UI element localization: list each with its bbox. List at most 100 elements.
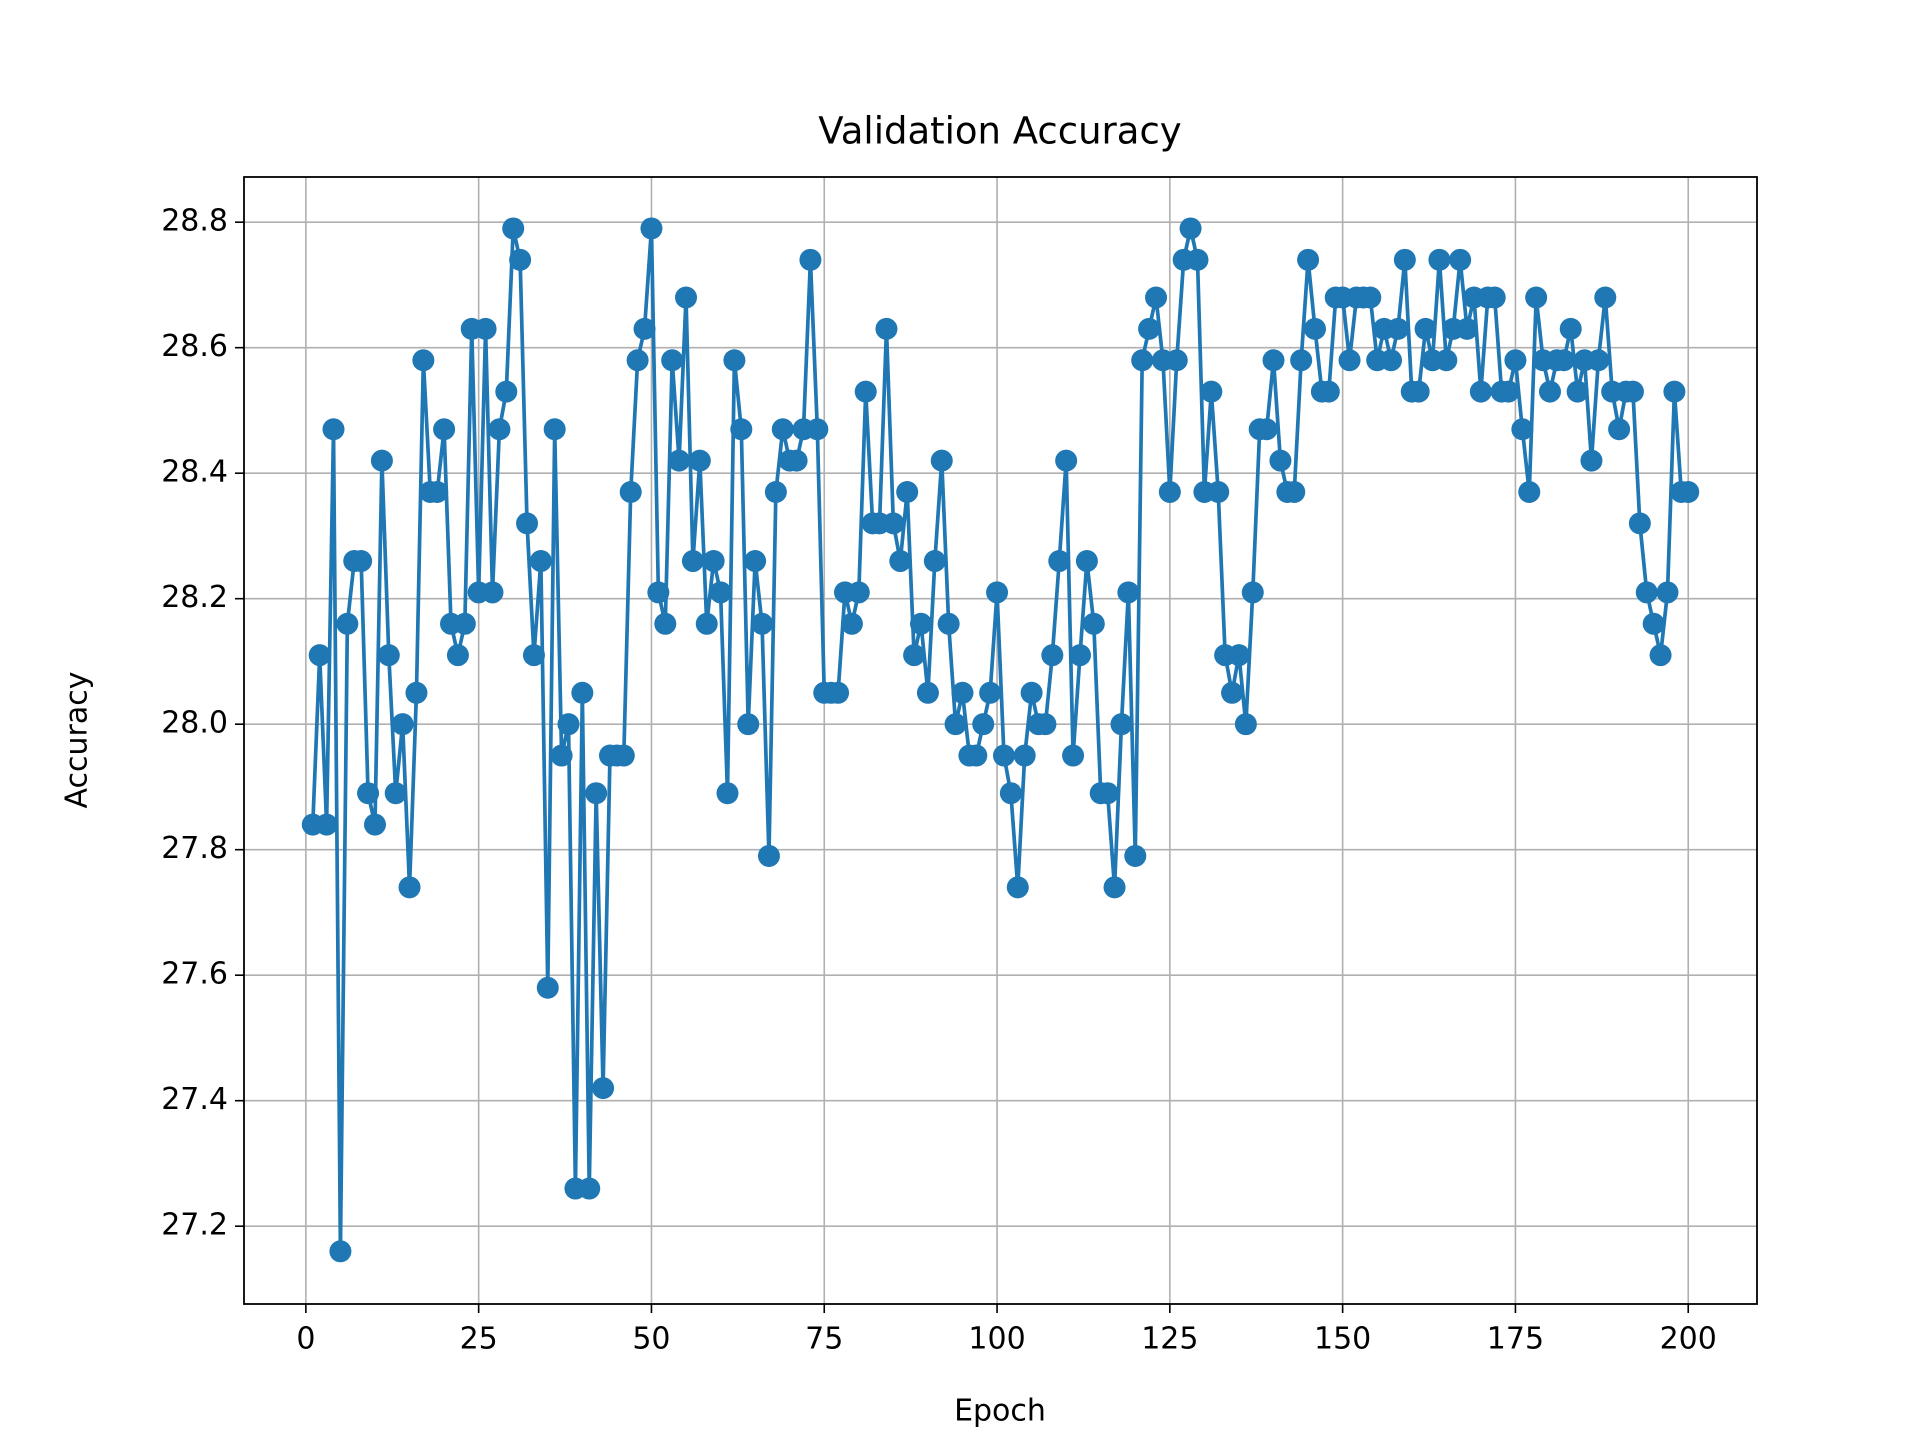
data-point xyxy=(1158,481,1181,504)
data-point xyxy=(1290,349,1313,372)
data-point xyxy=(1635,581,1658,604)
data-point xyxy=(737,713,760,736)
data-point xyxy=(744,550,767,573)
data-point xyxy=(329,1240,352,1263)
y-tick-label: 28.8 xyxy=(161,204,228,239)
data-point xyxy=(1587,349,1610,372)
data-point xyxy=(1504,349,1527,372)
data-point xyxy=(1380,349,1403,372)
data-point xyxy=(1469,380,1492,403)
data-point xyxy=(529,550,552,573)
data-point xyxy=(405,681,428,704)
data-point xyxy=(688,449,711,472)
data-point xyxy=(1034,713,1057,736)
data-point xyxy=(585,782,608,805)
data-point xyxy=(695,612,718,635)
data-point xyxy=(1006,876,1029,899)
data-point xyxy=(1559,317,1582,340)
x-tick-label: 75 xyxy=(805,1322,843,1357)
data-point xyxy=(370,449,393,472)
data-point xyxy=(336,612,359,635)
data-point xyxy=(502,217,525,240)
data-point xyxy=(875,317,898,340)
data-point xyxy=(1518,481,1541,504)
data-point xyxy=(433,418,456,441)
data-point xyxy=(453,612,476,635)
data-point xyxy=(550,744,573,767)
data-point xyxy=(495,380,518,403)
data-point xyxy=(516,512,539,535)
data-point xyxy=(1428,248,1451,271)
data-point xyxy=(668,449,691,472)
data-point xyxy=(350,550,373,573)
data-point xyxy=(799,248,822,271)
y-tick-label: 28.2 xyxy=(161,580,228,615)
data-point xyxy=(1255,418,1278,441)
data-point xyxy=(626,349,649,372)
data-point xyxy=(1020,681,1043,704)
data-point xyxy=(1103,876,1126,899)
data-point xyxy=(751,612,774,635)
data-point xyxy=(1538,380,1561,403)
data-point xyxy=(363,813,386,836)
data-point xyxy=(1456,317,1479,340)
data-point xyxy=(308,644,331,667)
data-point xyxy=(592,1077,615,1100)
data-point xyxy=(1138,317,1161,340)
x-tick-label: 200 xyxy=(1660,1322,1717,1357)
data-point xyxy=(979,681,1002,704)
data-point xyxy=(1656,581,1679,604)
x-axis-label: Epoch xyxy=(954,1394,1046,1429)
data-point xyxy=(999,782,1022,805)
data-point xyxy=(1207,481,1230,504)
data-point xyxy=(322,418,345,441)
chart-title: Validation Accuracy xyxy=(818,110,1181,153)
data-point xyxy=(806,418,829,441)
x-tick-label: 100 xyxy=(968,1322,1025,1357)
data-point xyxy=(1435,349,1458,372)
data-point xyxy=(488,418,511,441)
data-point xyxy=(1241,581,1264,604)
data-point xyxy=(1580,449,1603,472)
data-point xyxy=(716,782,739,805)
data-point xyxy=(474,317,497,340)
data-point xyxy=(1283,481,1306,504)
data-point xyxy=(757,844,780,867)
data-point xyxy=(1511,418,1534,441)
data-point xyxy=(1013,744,1036,767)
data-point xyxy=(896,481,919,504)
data-point xyxy=(965,744,988,767)
data-point xyxy=(1262,349,1285,372)
data-point xyxy=(1497,380,1520,403)
data-point xyxy=(923,550,946,573)
y-axis-label: Accuracy xyxy=(60,672,95,809)
data-point xyxy=(543,418,566,441)
y-tick-label: 27.8 xyxy=(161,831,228,866)
data-point xyxy=(1269,449,1292,472)
data-point xyxy=(1165,349,1188,372)
data-point xyxy=(1338,349,1361,372)
data-point xyxy=(1055,449,1078,472)
data-point xyxy=(661,349,684,372)
data-point xyxy=(785,449,808,472)
y-tick-label: 28.4 xyxy=(161,455,228,490)
data-point xyxy=(391,713,414,736)
data-point xyxy=(557,713,580,736)
y-tick-label: 27.6 xyxy=(161,957,228,992)
data-point xyxy=(1200,380,1223,403)
data-point xyxy=(1642,612,1665,635)
data-point xyxy=(536,976,559,999)
x-tick-label: 150 xyxy=(1314,1322,1371,1357)
data-line xyxy=(310,226,1689,1254)
data-point xyxy=(1131,349,1154,372)
data-point xyxy=(1062,744,1085,767)
data-point xyxy=(1317,380,1340,403)
data-point xyxy=(1179,217,1202,240)
data-point xyxy=(633,317,656,340)
data-point xyxy=(1075,550,1098,573)
data-point xyxy=(412,349,435,372)
data-point xyxy=(854,380,877,403)
plot-frame xyxy=(243,176,1758,1305)
data-point xyxy=(723,349,746,372)
data-point xyxy=(1649,644,1672,667)
